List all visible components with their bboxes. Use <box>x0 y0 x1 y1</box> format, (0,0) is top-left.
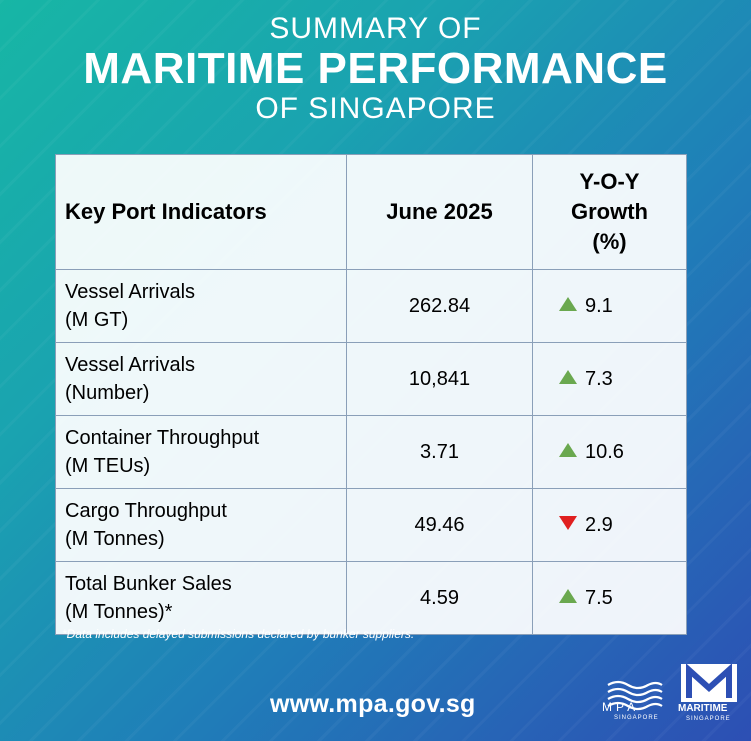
indicator-name: Vessel Arrivals (Number) <box>55 342 347 416</box>
website-url[interactable]: www.mpa.gov.sg <box>270 690 476 718</box>
footnote: *Data includes delayed submissions decla… <box>62 627 415 641</box>
indicator-name: Vessel Arrivals (M GT) <box>55 269 347 343</box>
indicator-value: 4.59 <box>346 561 533 635</box>
indicator-value: 49.46 <box>346 488 533 562</box>
indicator-name: Cargo Throughput (M Tonnes) <box>55 488 347 562</box>
maritime-logo-subtext: SINGAPORE <box>686 716 731 722</box>
indicator-growth: 7.3 <box>532 342 687 416</box>
indicator-unit: (M Tonnes) <box>65 528 165 550</box>
indicator-unit: (M GT) <box>65 309 129 331</box>
table-row: Vessel Arrivals (M GT) 262.84 9.1 <box>55 269 687 343</box>
triangle-up-icon <box>559 589 577 604</box>
triangle-up-icon <box>559 370 577 385</box>
triangle-down-icon <box>559 516 577 531</box>
title-block: SUMMARY OF MARITIME PERFORMANCE OF SINGA… <box>0 10 751 126</box>
indicator-growth: 2.9 <box>532 488 687 562</box>
mpa-logo-subtext: SINGAPORE <box>614 715 659 721</box>
indicator-value: 10,841 <box>346 342 533 416</box>
growth-value: 2.9 <box>585 513 613 536</box>
key-port-indicators-table: Key Port Indicators June 2025 Y-O-Y Grow… <box>55 154 687 635</box>
header-yoy-line3: (%) <box>592 229 627 254</box>
header-june-2025: June 2025 <box>346 154 533 270</box>
growth-value: 9.1 <box>585 294 613 317</box>
title-summary-of: SUMMARY OF <box>269 12 482 45</box>
indicator-name-line1: Vessel Arrivals <box>65 354 196 376</box>
indicator-name-line1: Cargo Throughput <box>65 500 227 522</box>
table-header-row: Key Port Indicators June 2025 Y-O-Y Grow… <box>55 154 687 270</box>
triangle-up-icon <box>559 443 577 458</box>
indicator-value: 262.84 <box>346 269 533 343</box>
indicator-unit: (Number) <box>65 382 150 404</box>
growth-value: 7.3 <box>585 367 613 390</box>
indicator-name: Container Throughput (M TEUs) <box>55 415 347 489</box>
indicator-growth: 9.1 <box>532 269 687 343</box>
indicator-name-line1: Container Throughput <box>65 427 260 449</box>
table-row: Total Bunker Sales (M Tonnes)* 4.59 7.5 <box>55 561 687 635</box>
header-yoy-line1: Y-O-Y <box>579 169 640 194</box>
table-row: Container Throughput (M TEUs) 3.71 10.6 <box>55 415 687 489</box>
indicator-growth: 7.5 <box>532 561 687 635</box>
triangle-up-icon <box>559 297 577 312</box>
header-yoy-growth: Y-O-Y Growth (%) <box>532 154 687 270</box>
header-yoy-line2: Growth <box>571 199 648 224</box>
indicator-name: Total Bunker Sales (M Tonnes)* <box>55 561 347 635</box>
indicator-value: 3.71 <box>346 415 533 489</box>
mpa-logo-text: MPA <box>602 700 640 714</box>
indicator-growth: 10.6 <box>532 415 687 489</box>
maritime-singapore-logo-icon <box>681 664 737 702</box>
title-of-singapore: OF SINGAPORE <box>255 92 496 125</box>
header-key-port-indicators: Key Port Indicators <box>55 154 347 270</box>
growth-value: 7.5 <box>585 586 613 609</box>
table-row: Vessel Arrivals (Number) 10,841 7.3 <box>55 342 687 416</box>
indicator-unit: (M Tonnes)* <box>65 601 173 623</box>
title-maritime-performance: MARITIME PERFORMANCE <box>83 44 668 93</box>
maritime-logo-text: MARITIME <box>678 703 728 714</box>
table-row: Cargo Throughput (M Tonnes) 49.46 2.9 <box>55 488 687 562</box>
growth-value: 10.6 <box>585 440 624 463</box>
indicator-unit: (M TEUs) <box>65 455 151 477</box>
indicator-name-line1: Total Bunker Sales <box>65 573 232 595</box>
indicator-name-line1: Vessel Arrivals <box>65 281 196 303</box>
mpa-wave-logo-icon <box>607 680 663 711</box>
